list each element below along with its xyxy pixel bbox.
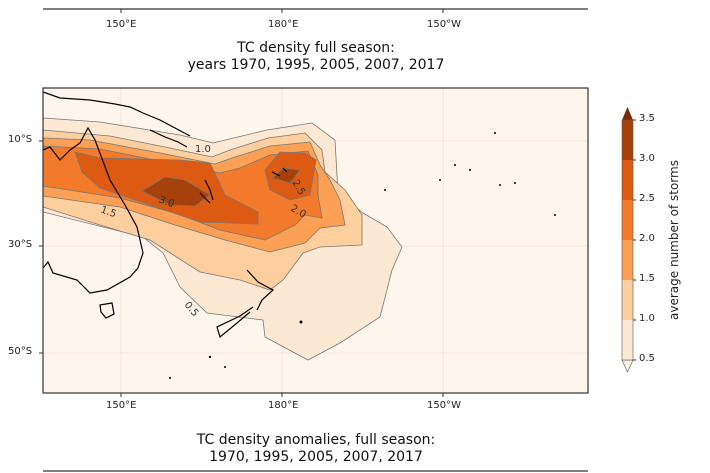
new-zealand-north (246, 269, 275, 311)
contour-label: 1.5 (99, 204, 118, 220)
contour-label: 1.0 (195, 144, 211, 155)
ytick: 30°S (8, 239, 33, 250)
colorbar-segment (622, 280, 633, 320)
top-xtick: 180°E (268, 19, 299, 30)
colorbar-tick: 3.0 (639, 153, 655, 164)
xtick: 180°E (268, 400, 299, 411)
vanuatu (204, 179, 214, 201)
colorbar-tick: 1.0 (639, 313, 655, 324)
colorbar-label: average number of storms (667, 160, 681, 320)
coastlines (43, 91, 288, 339)
colorbar (621, 107, 636, 373)
tasmania-coast (99, 302, 115, 319)
colorbar-tick: 0.5 (639, 353, 655, 364)
ytick: 10°S (8, 134, 33, 145)
australia-coast (43, 126, 144, 294)
contour-3.0-east (272, 167, 301, 184)
png-coast (43, 91, 191, 137)
fiji (271, 167, 288, 177)
top-panel-ticks (120, 9, 444, 13)
bottom-title-line1: TC density anomalies, full season: (196, 432, 436, 448)
colorbar-segment (622, 120, 633, 160)
top-xtick: 150°W (427, 19, 461, 30)
density-map: 1.0 1.5 3.0 2.5 2.0 0.5 (43, 88, 588, 393)
colorbar-tick: 2.5 (639, 193, 655, 204)
bottom-title-line2: 1970, 1995, 2005, 2007, 2017 (209, 449, 423, 465)
colorbar-segment (622, 240, 633, 280)
colorbar-tick: 2.0 (639, 233, 655, 244)
main-ticks (39, 140, 444, 397)
contour-label: 3.0 (157, 194, 176, 210)
xtick: 150°E (106, 400, 137, 411)
pacific-islands (169, 132, 556, 379)
colorbar-segment (622, 320, 633, 360)
colorbar-extend-high (622, 107, 633, 120)
ytick: 50°S (8, 346, 33, 357)
new-caledonia (199, 192, 211, 204)
new-zealand-south (216, 306, 254, 339)
solomon-islands (149, 129, 188, 148)
colorbar-tick: 3.5 (639, 113, 655, 124)
colorbar-extend-low (621, 359, 634, 373)
xtick: 150°W (427, 400, 461, 411)
contour-3.0-west (141, 176, 211, 207)
colorbar-segment (622, 200, 633, 240)
map-frame (42, 87, 589, 394)
main-title-line1: TC density full season: (237, 40, 395, 56)
colorbar-segment (622, 160, 633, 200)
colorbar-tick: 1.5 (639, 273, 655, 284)
main-title-line2: years 1970, 1995, 2005, 2007, 2017 (187, 57, 445, 73)
top-xtick: 150°E (106, 19, 137, 30)
